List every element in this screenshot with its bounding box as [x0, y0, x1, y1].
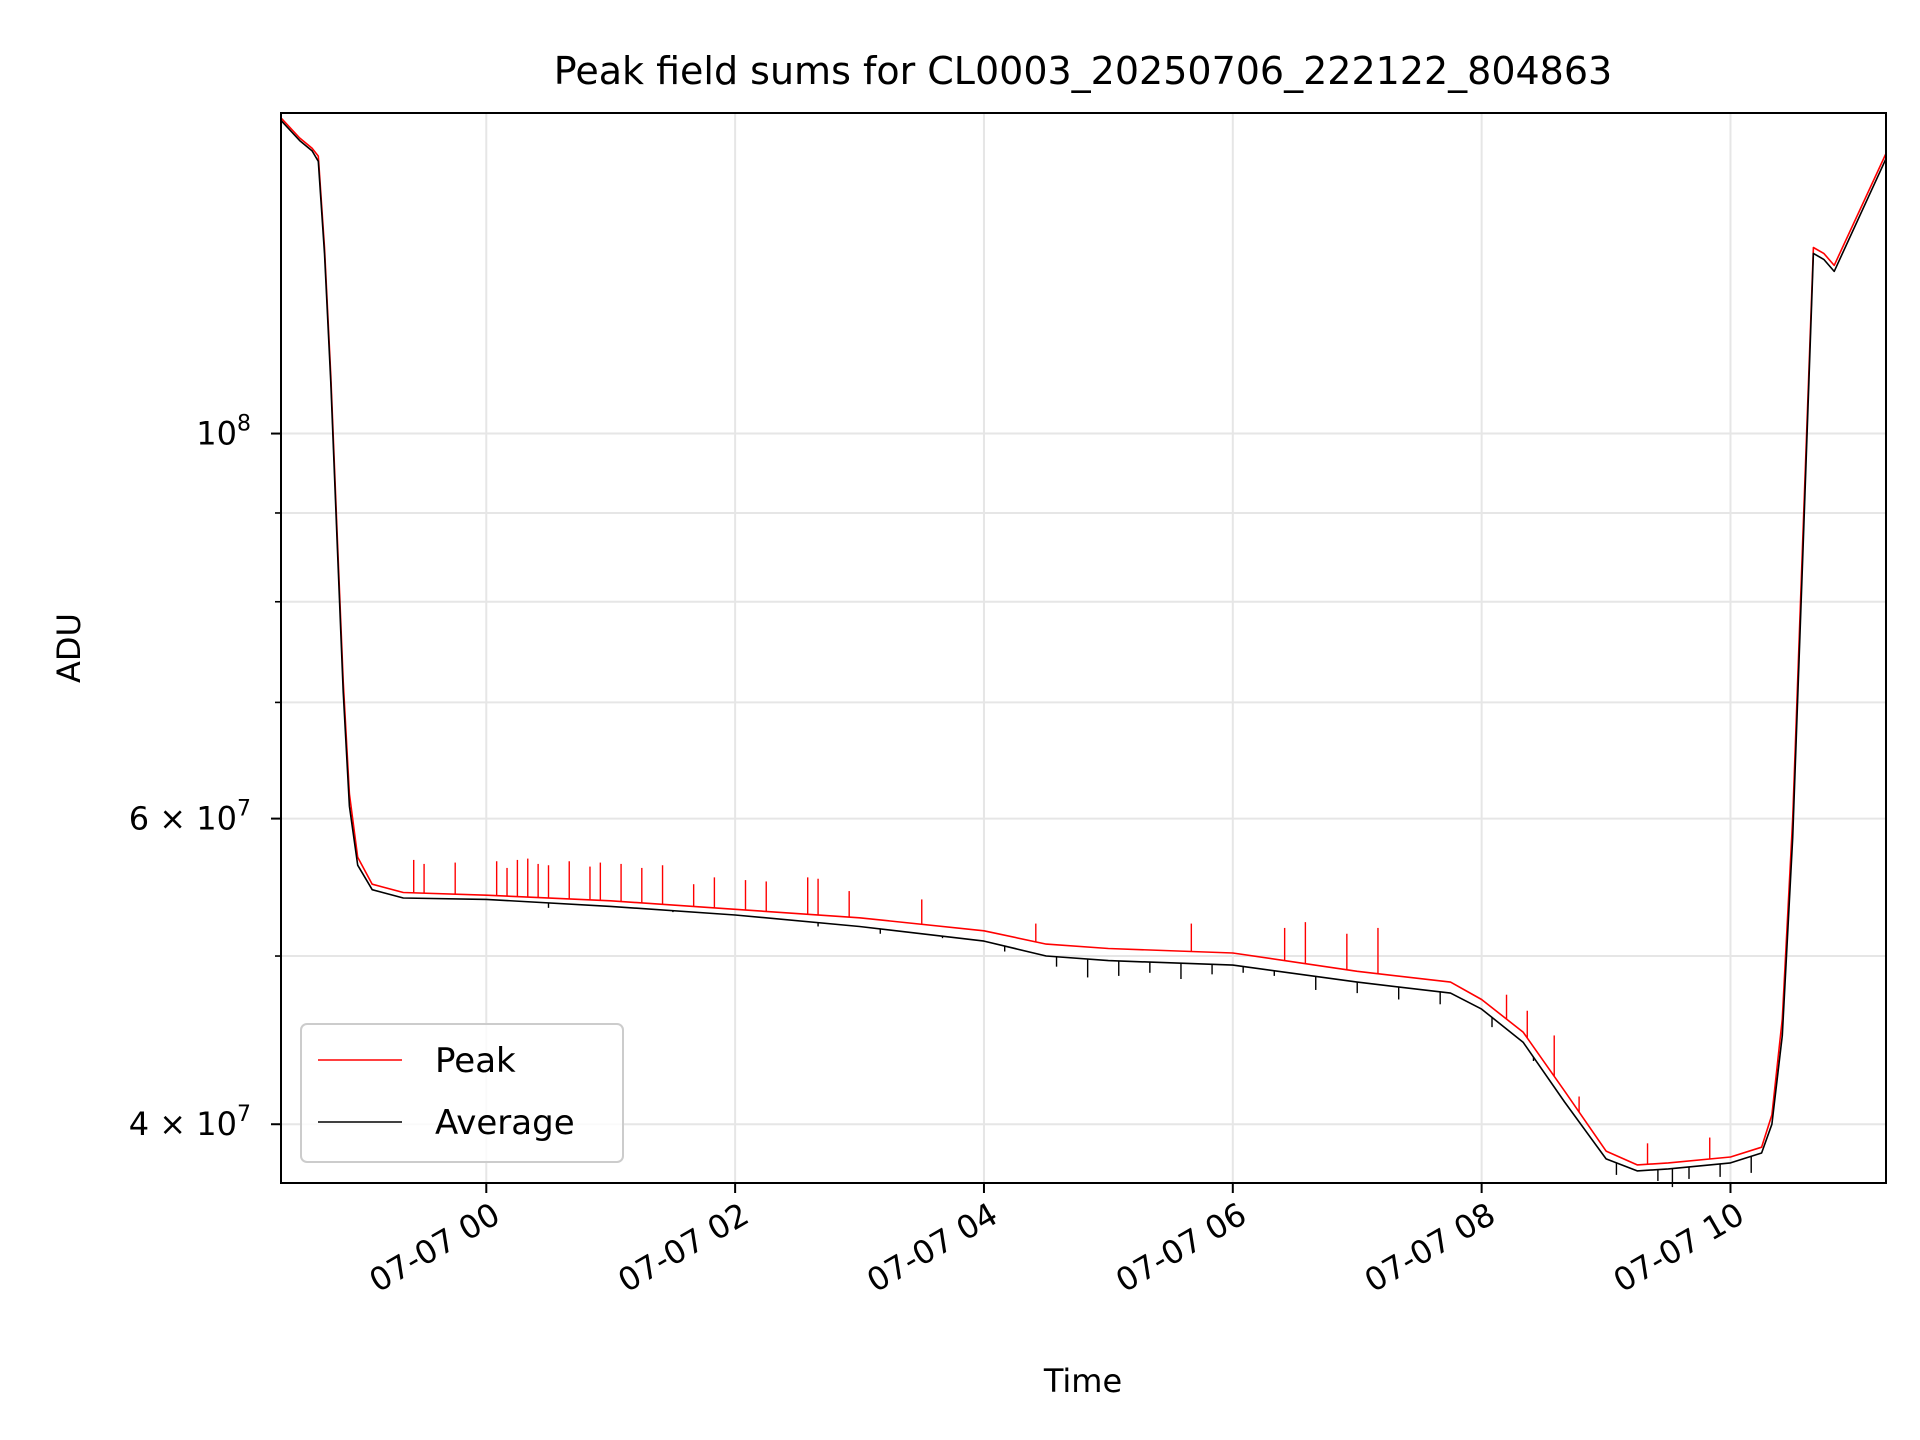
- legend-label-peak: Peak: [435, 1041, 516, 1081]
- series-layer: [280, 117, 1887, 1188]
- x-axis-label: Time: [1043, 1362, 1122, 1400]
- y-tick-label: 4 × 107: [129, 1102, 251, 1143]
- y-tick-label: 108: [196, 412, 251, 453]
- legend-box: [300, 1023, 624, 1163]
- series-line-average: [280, 119, 1887, 1172]
- y-axis-label: ADU: [50, 613, 88, 683]
- y-axis-ticks: 108 6 × 107 4 × 107: [129, 412, 281, 1143]
- chart-title: Peak field sums for CL0003_20250706_2221…: [554, 49, 1612, 93]
- axes-frame: [280, 112, 1887, 1184]
- y-tick-label: 6 × 107: [129, 797, 251, 838]
- legend-label-average: Average: [435, 1103, 575, 1143]
- legend: Peak Average: [300, 1023, 624, 1163]
